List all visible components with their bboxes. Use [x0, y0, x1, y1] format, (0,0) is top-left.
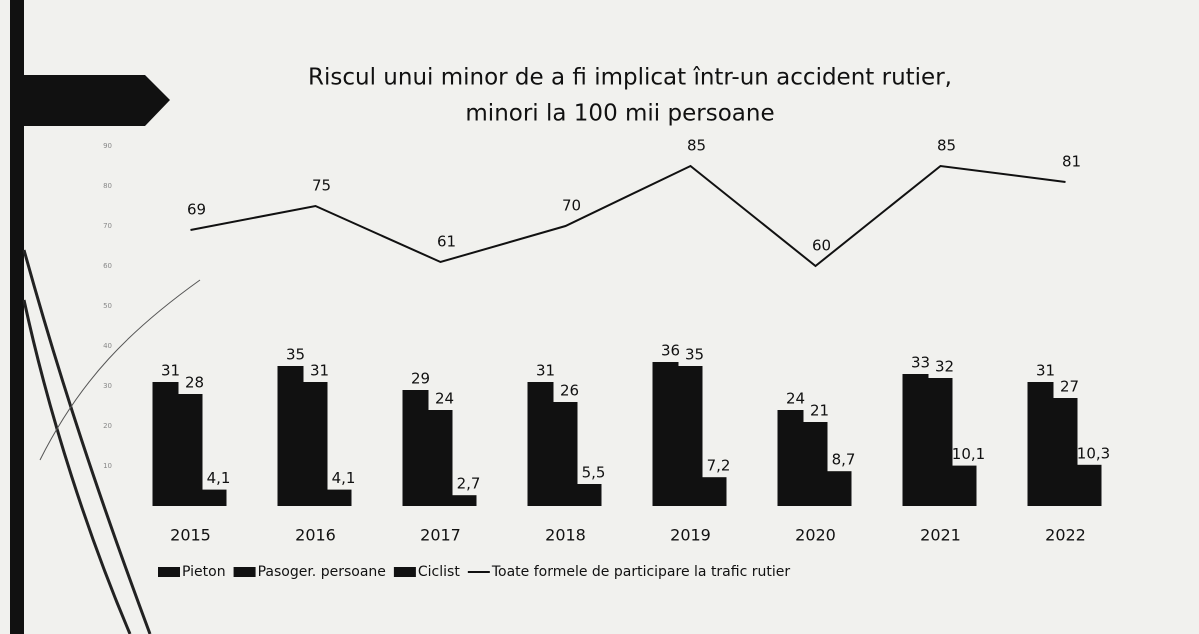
x-tick-label: 2015 — [170, 526, 211, 545]
bar — [951, 466, 977, 506]
data-label: 26 — [560, 382, 579, 400]
bar — [153, 382, 179, 506]
x-tick-label: 2016 — [295, 526, 336, 545]
y-tick-label: 70 — [103, 222, 112, 230]
bar — [802, 422, 828, 506]
bar — [427, 410, 453, 506]
legend-label: Toate formele de participare la trafic r… — [491, 564, 791, 580]
data-label: 31 — [161, 362, 180, 380]
bar — [1052, 398, 1078, 506]
data-label: 10,1 — [952, 445, 985, 463]
data-label: 31 — [310, 362, 329, 380]
chart-title: Riscul unui minor de a fi implicat într-… — [308, 65, 952, 91]
x-tick-label: 2019 — [670, 526, 711, 545]
data-label: 75 — [312, 177, 331, 195]
data-label: 70 — [562, 197, 581, 215]
bar — [576, 484, 602, 506]
bar — [778, 410, 804, 506]
x-tick-label: 2022 — [1045, 526, 1086, 545]
data-label: 24 — [435, 390, 454, 408]
bar — [653, 362, 679, 506]
legend-label: Pasoger. persoane — [258, 564, 386, 580]
bar — [1076, 465, 1102, 506]
data-label: 35 — [685, 346, 704, 364]
legend-label: Pieton — [182, 564, 226, 580]
legend-label: Ciclist — [418, 564, 460, 580]
page: Riscul unui minor de a fi implicat într-… — [0, 0, 1199, 634]
bar — [903, 374, 929, 506]
bar — [826, 471, 852, 506]
bar — [278, 366, 304, 506]
data-label: 69 — [187, 201, 206, 219]
data-label: 5,5 — [582, 464, 606, 482]
data-label: 85 — [937, 137, 956, 155]
data-label: 4,1 — [332, 469, 356, 487]
y-tick-label: 30 — [103, 382, 112, 390]
data-label: 7,2 — [707, 457, 731, 475]
data-label: 2,7 — [457, 475, 481, 493]
y-tick-label: 50 — [103, 302, 112, 310]
bar — [528, 382, 554, 506]
legend-swatch — [234, 567, 256, 577]
y-tick-label: 90 — [103, 142, 112, 150]
data-label: 31 — [1036, 362, 1055, 380]
y-tick-label: 80 — [103, 182, 112, 190]
data-label: 21 — [810, 402, 829, 420]
data-label: 24 — [786, 390, 805, 408]
data-label: 85 — [687, 137, 706, 155]
x-tick-label: 2021 — [920, 526, 961, 545]
bar — [326, 490, 352, 506]
bar — [677, 366, 703, 506]
data-label: 29 — [411, 370, 430, 388]
data-label: 33 — [911, 354, 930, 372]
bar — [177, 394, 203, 506]
x-tick-label: 2018 — [545, 526, 586, 545]
sign-arrow — [10, 75, 170, 126]
data-label: 32 — [935, 358, 954, 376]
legend-swatch — [158, 567, 180, 577]
data-label: 61 — [437, 233, 456, 251]
chart: Riscul unui minor de a fi implicat într-… — [0, 0, 1199, 634]
y-tick-label: 40 — [103, 342, 112, 350]
chart-subtitle: minori la 100 mii persoane — [465, 101, 774, 127]
data-label: 60 — [812, 237, 831, 255]
data-label: 4,1 — [207, 469, 231, 487]
bar — [1028, 382, 1054, 506]
bar — [701, 477, 727, 506]
y-tick-label: 10 — [103, 462, 112, 470]
x-tick-label: 2017 — [420, 526, 461, 545]
x-tick-label: 2020 — [795, 526, 836, 545]
y-tick-label: 60 — [103, 262, 112, 270]
bar — [403, 390, 429, 506]
data-label: 10,3 — [1077, 444, 1110, 462]
data-label: 28 — [185, 374, 204, 392]
bar — [201, 490, 227, 506]
data-label: 81 — [1062, 153, 1081, 171]
bar — [552, 402, 578, 506]
bar — [451, 495, 477, 506]
bar — [927, 378, 953, 506]
data-label: 36 — [661, 342, 680, 360]
data-label: 8,7 — [832, 451, 856, 469]
bar — [302, 382, 328, 506]
legend-swatch — [394, 567, 416, 577]
data-label: 27 — [1060, 378, 1079, 396]
data-label: 35 — [286, 346, 305, 364]
data-label: 31 — [536, 362, 555, 380]
y-tick-label: 20 — [103, 422, 112, 430]
